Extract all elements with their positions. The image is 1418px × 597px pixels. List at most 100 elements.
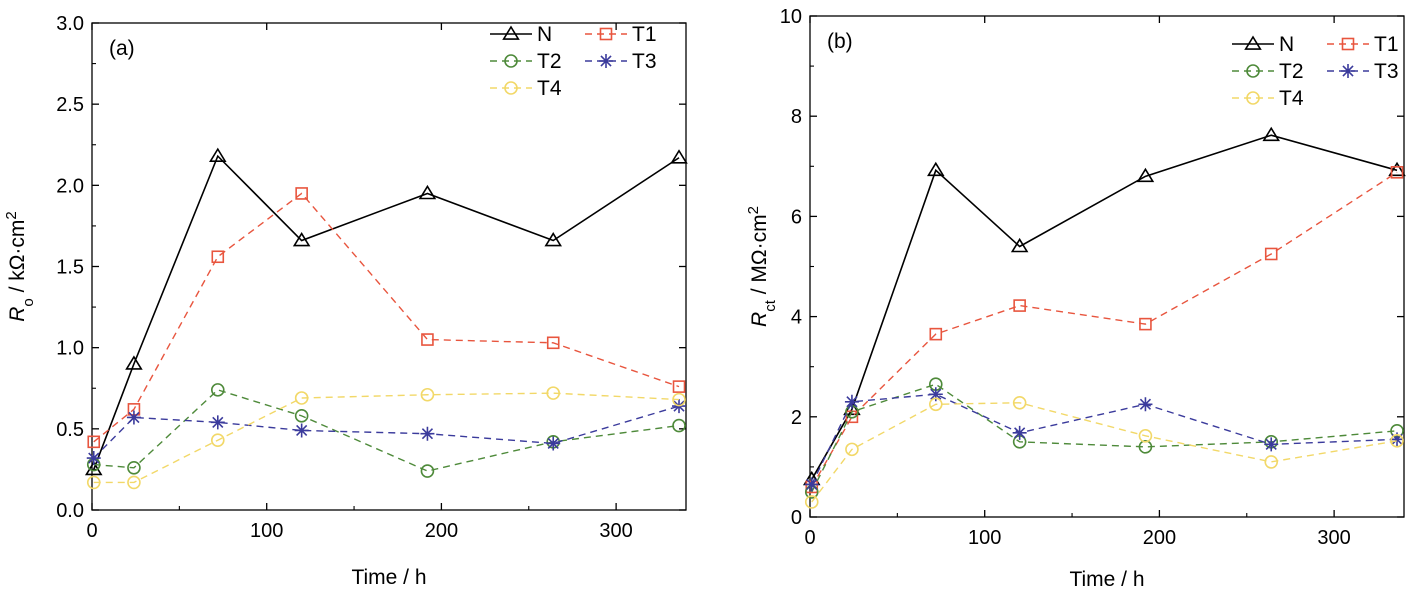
y-title-superscript: 2 <box>745 206 762 214</box>
data-point-t2 <box>294 409 309 423</box>
data-point-t3 <box>210 415 225 430</box>
legend: N T1 T2 T3 T4 <box>1232 33 1399 110</box>
data-point-t1 <box>211 250 225 264</box>
series-t1 <box>87 187 686 449</box>
data-point-n <box>1136 167 1155 183</box>
series-t3 <box>804 387 1405 492</box>
series-line-n <box>92 154 680 470</box>
y-title-subscript: o <box>20 298 37 306</box>
y-tick-label: 1.5 <box>56 257 84 279</box>
y-tick-label: 3.0 <box>56 13 84 35</box>
data-point-t1 <box>929 327 943 341</box>
data-point-t3 <box>844 394 859 409</box>
data-point-t1 <box>546 336 560 350</box>
data-point-t2 <box>420 464 435 478</box>
y-axis-title: Ro / kΩ·cm2 <box>3 211 37 322</box>
legend-label-n: N <box>537 23 552 46</box>
y-title-unit: / MΩ·cm <box>748 214 771 300</box>
data-point-t4 <box>1012 395 1027 410</box>
y-tick-label: 4 <box>791 307 802 329</box>
data-point-t4 <box>672 392 686 407</box>
y-tick-label: 0 <box>791 507 802 529</box>
y-tick-label: 2 <box>791 407 802 429</box>
x-axis-title: Time / h <box>351 566 426 589</box>
y-title-superscript: 2 <box>3 211 20 219</box>
data-point-t4 <box>1390 434 1404 448</box>
x-tick-label: 0 <box>804 527 815 549</box>
series-line-t1 <box>811 171 1398 488</box>
data-point-t3 <box>546 436 561 451</box>
series-n <box>84 147 688 476</box>
data-point-t4 <box>928 397 943 412</box>
data-point-t3 <box>1012 425 1027 440</box>
series-line-t4 <box>93 392 680 484</box>
data-point-t2 <box>672 418 686 433</box>
data-point-t3 <box>126 410 141 425</box>
data-point-t3 <box>294 423 309 438</box>
data-point-n <box>125 355 143 370</box>
series-t2 <box>804 377 1404 499</box>
legend-marker-t1 <box>599 27 613 41</box>
data-point-n <box>1262 126 1280 142</box>
legend-marker-n <box>1244 35 1262 50</box>
data-point-t4 <box>210 433 225 447</box>
panel-label: (b) <box>827 30 853 53</box>
legend: N T1 T2 T3 T4 <box>490 23 657 100</box>
data-point-t4 <box>420 387 435 402</box>
y-axis-title: Rct / MΩ·cm2 <box>745 206 779 327</box>
series-line-n <box>811 134 1398 480</box>
data-point-n <box>209 147 227 162</box>
series-t1 <box>805 166 1404 494</box>
legend-marker-t4 <box>504 81 518 95</box>
y-tick-label: 6 <box>791 206 802 228</box>
data-point-t3 <box>420 426 435 441</box>
series-line-t1 <box>93 192 680 443</box>
y-tick-label: 0.0 <box>56 500 84 522</box>
data-point-t2 <box>127 460 141 475</box>
data-point-t4 <box>804 495 819 509</box>
legend-label-t1: T1 <box>1374 33 1399 56</box>
data-point-t1 <box>295 187 308 200</box>
legend-marker-t1 <box>1341 37 1355 51</box>
data-point-t2 <box>1138 440 1153 454</box>
y-tick-label: 0.5 <box>56 419 84 441</box>
series-line-t4 <box>811 402 1398 503</box>
data-point-t1 <box>1139 317 1152 331</box>
legend-label-n: N <box>1279 33 1294 56</box>
legend-marker-t2 <box>504 54 518 68</box>
data-point-t4 <box>1138 429 1153 443</box>
legend-label-t2: T2 <box>537 50 562 73</box>
chart-panel-a: 0 100 200 300 0.0 0.5 1.0 1.5 2.0 2.5 3.0 Time / h R… <box>3 13 688 589</box>
data-point-n <box>927 161 945 177</box>
y-tick-label: 2.0 <box>56 175 84 197</box>
y-tick-label: 2.5 <box>56 94 84 116</box>
data-point-t1 <box>1013 299 1026 312</box>
data-point-n <box>1388 161 1406 177</box>
panel-label: (a) <box>109 37 135 60</box>
legend-label-t3: T3 <box>632 50 657 73</box>
series-t4 <box>804 395 1404 509</box>
y-tick-label: 1.0 <box>56 338 84 360</box>
series-line-t2 <box>93 389 680 472</box>
x-tick-label: 200 <box>425 520 458 542</box>
y-title-subscript: ct <box>762 299 779 312</box>
data-point-n <box>418 184 437 200</box>
legend-label-t2: T2 <box>1279 60 1304 83</box>
y-title-unit: / kΩ·cm <box>6 220 29 299</box>
data-point-t3 <box>804 477 819 492</box>
data-point-t4 <box>546 386 561 400</box>
legend-label-t4: T4 <box>537 77 562 100</box>
data-point-n <box>292 231 311 247</box>
legend-marker-t3 <box>599 54 613 68</box>
plot-frame <box>91 22 687 511</box>
series-line-t3 <box>93 405 680 459</box>
data-point-t3 <box>1138 397 1153 412</box>
x-tick-label: 0 <box>86 520 97 542</box>
x-tick-label: 100 <box>250 520 283 542</box>
data-point-n <box>1010 237 1029 253</box>
y-tick-label: 8 <box>791 106 802 128</box>
data-point-t1 <box>1264 247 1278 261</box>
y-title-symbol: R <box>748 312 771 327</box>
